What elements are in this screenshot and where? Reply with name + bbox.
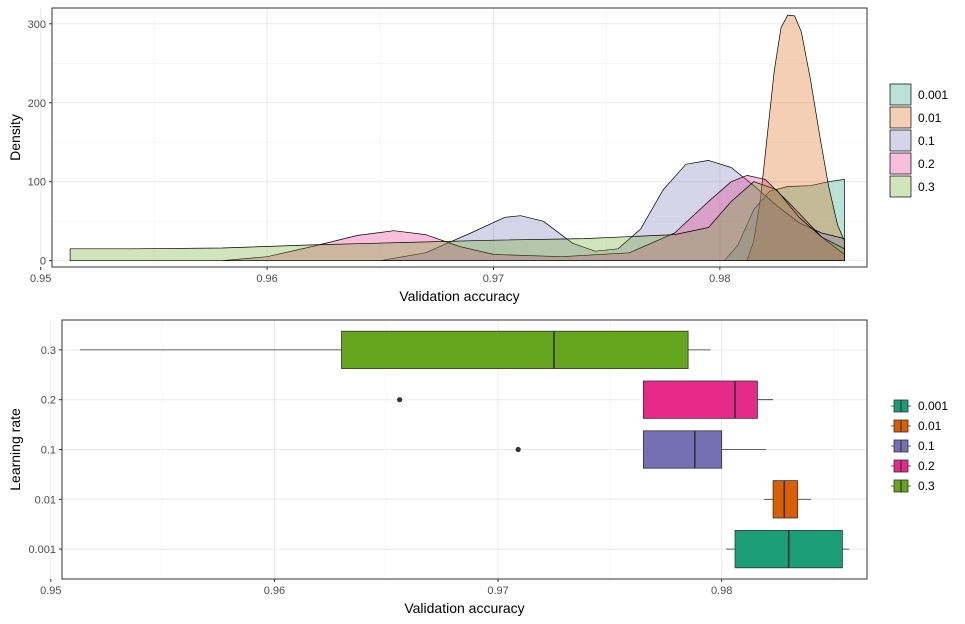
box-0.2: [642, 380, 758, 419]
density-area-0.01: [746, 14, 845, 262]
y-tick-label: 200: [28, 98, 46, 110]
x-tick-label: 0.96: [256, 273, 277, 285]
box-y-axis-title: Learning rate: [7, 408, 23, 491]
y-tick-label: 0.001: [28, 544, 56, 556]
x-tick-label: 0.97: [483, 273, 504, 285]
outlier-0.1: [515, 446, 521, 453]
density-y-axis: 0 100 200 300: [28, 19, 52, 268]
density-panel-background: [52, 8, 867, 267]
x-tick-label: 0.95: [30, 273, 51, 285]
x-tick-label: 0.97: [487, 585, 508, 597]
density-area-0.2: [221, 175, 845, 262]
legend-key-0.3: [889, 175, 912, 198]
legend-label-0.1: 0.1: [918, 439, 935, 453]
legend-label-0.01: 0.01: [918, 419, 942, 433]
legend-label-0.2: 0.2: [918, 459, 935, 473]
density-y-axis-title: Density: [7, 114, 23, 161]
density-area-0.3: [69, 181, 845, 262]
density-x-axis-title: Validation accuracy: [399, 288, 519, 304]
y-tick-label: 0.3: [41, 345, 56, 357]
x-tick-label: 0.95: [40, 585, 61, 597]
legend-key-0.1: [889, 129, 912, 152]
box-plot: 0.001 0.01 0.1 0.2 0.3 0.95 0.96 0.97 0.98 Vali…: [7, 319, 948, 616]
legend-label-0.3: 0.3: [918, 479, 935, 493]
density-legend: 0.001 0.01 0.1 0.2 0.3: [889, 83, 948, 198]
density-areas: [69, 14, 845, 262]
y-tick-label: 0.01: [35, 494, 56, 506]
legend-label-0.001: 0.001: [918, 399, 948, 413]
legend-label-0.3: 0.3: [918, 180, 935, 194]
box-x-axis: 0.95 0.96 0.97 0.98: [40, 579, 732, 597]
legend-key-0.001: [889, 83, 912, 106]
x-tick-label: 0.98: [709, 273, 730, 285]
box-x-axis-title: Validation accuracy: [404, 600, 524, 616]
density-plot: 0 100 200 300 0.95 0.96 0.97 0.98 Validation a…: [7, 7, 948, 304]
y-tick-label: 0.2: [41, 395, 56, 407]
legend-key-0.2: [889, 152, 912, 175]
y-tick-label: 100: [28, 177, 46, 189]
legend-label-0.001: 0.001: [918, 88, 948, 102]
legend-label-0.1: 0.1: [918, 134, 935, 148]
box-legend: 0.001 0.01 0.1 0.2 0.3: [891, 399, 948, 493]
box-0.1: [642, 430, 723, 469]
legend-label-0.01: 0.01: [918, 111, 942, 125]
box-0.3: [341, 330, 689, 369]
density-area-0.001: [724, 179, 845, 262]
y-tick-label: 0.1: [41, 445, 56, 457]
legend-key-0.01: [889, 106, 912, 129]
box-0.01: [772, 480, 799, 519]
x-tick-label: 0.96: [264, 585, 285, 597]
outlier-0.2: [397, 397, 403, 403]
density-panel-border: [51, 7, 868, 268]
box-marks: [79, 330, 850, 569]
y-tick-label: 0: [40, 256, 46, 268]
density-x-axis: 0.95 0.96 0.97 0.98: [30, 267, 731, 285]
legend-label-0.2: 0.2: [918, 157, 935, 171]
x-tick-label: 0.98: [711, 585, 732, 597]
box-y-axis: 0.001 0.01 0.1 0.2 0.3: [28, 345, 62, 556]
y-tick-label: 300: [28, 19, 46, 31]
